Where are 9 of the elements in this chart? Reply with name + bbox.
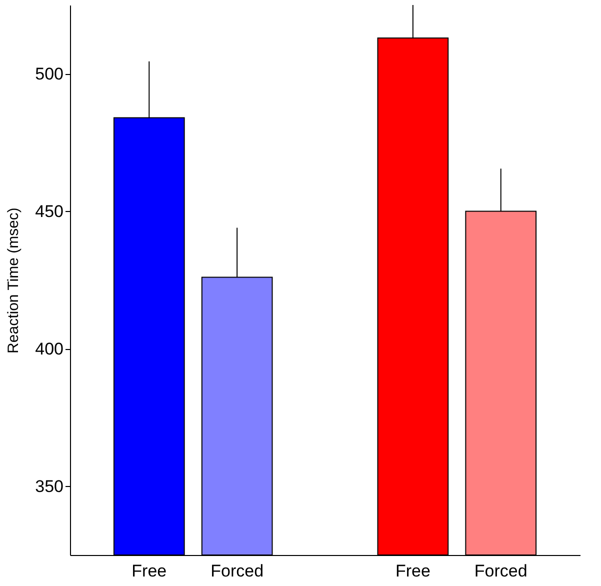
y-tick-label: 500 <box>35 64 64 84</box>
x-tick-label: Free <box>132 562 167 580</box>
x-tick-label: Forced <box>210 562 264 580</box>
y-tick-label: 450 <box>35 202 64 221</box>
x-tick-label: Forced <box>474 562 528 580</box>
y-axis-title: Reaction Time (msec) <box>5 208 22 354</box>
x-tick-label: Free <box>395 562 430 580</box>
y-tick-label: 400 <box>35 339 64 358</box>
y-tick-label: 350 <box>35 476 64 496</box>
